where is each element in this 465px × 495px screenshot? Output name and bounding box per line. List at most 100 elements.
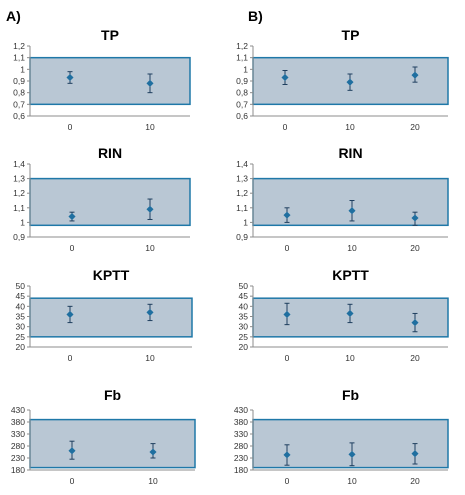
y-tick-label-a-kptt: 45: [16, 291, 26, 301]
data-point-b-kptt: [411, 319, 419, 327]
chart-title-b-rin: RIN: [338, 145, 362, 161]
data-point-b-kptt: [346, 309, 354, 317]
y-tick-label-b-fb: 280: [234, 441, 248, 451]
data-point-a-rin: [68, 213, 76, 221]
x-tick-label-a-rin: 10: [145, 243, 155, 253]
y-tick-label-b-kptt: 40: [239, 301, 249, 311]
data-point-b-fb: [283, 451, 291, 459]
data-point-b-tp: [346, 78, 354, 86]
y-tick-label-b-rin: 1: [243, 217, 248, 227]
y-tick-label-b-kptt: 50: [239, 281, 249, 291]
data-point-b-rin: [283, 211, 291, 219]
x-tick-label-b-fb: 20: [410, 476, 420, 486]
y-tick-label-b-kptt: 30: [239, 322, 249, 332]
chart-title-b-tp: TP: [342, 27, 360, 43]
y-tick-label-b-rin: 1,1: [236, 203, 248, 213]
y-tick-label-b-fb: 180: [234, 465, 248, 475]
x-tick-label-a-fb: 0: [70, 476, 75, 486]
y-tick-label-a-kptt: 30: [16, 322, 26, 332]
y-tick-label-a-tp: 0,6: [13, 111, 25, 121]
x-tick-label-a-kptt: 10: [145, 353, 155, 363]
x-tick-label-b-kptt: 0: [285, 353, 290, 363]
y-tick-label-b-rin: 1,3: [236, 174, 248, 184]
data-point-a-tp: [66, 73, 74, 82]
y-tick-label-a-tp: 1: [20, 64, 25, 74]
y-tick-label-a-tp: 0,8: [13, 88, 25, 98]
reference-band-a-rin: [29, 177, 191, 227]
y-tick-label-a-kptt: 50: [16, 281, 26, 291]
x-tick-label-b-kptt: 20: [410, 353, 420, 363]
y-tick-label-b-kptt: 35: [239, 312, 249, 322]
x-tick-label-a-fb: 10: [148, 476, 158, 486]
chart-title-a-tp: TP: [101, 27, 119, 43]
y-tick-label-b-fb: 430: [234, 405, 248, 415]
data-point-a-rin: [146, 205, 154, 213]
x-tick-label-b-tp: 10: [345, 122, 355, 132]
data-point-a-kptt: [146, 308, 154, 316]
data-point-b-tp: [411, 71, 419, 79]
data-point-a-fb: [149, 448, 157, 456]
y-tick-label-b-rin: 1,4: [236, 159, 248, 169]
data-point-a-tp: [146, 79, 154, 87]
y-tick-label-b-kptt: 20: [239, 342, 249, 352]
y-tick-label-a-fb: 430: [11, 405, 25, 415]
y-tick-label-a-rin: 1,2: [13, 188, 25, 198]
y-tick-label-b-fb: 330: [234, 429, 248, 439]
x-tick-label-a-rin: 0: [70, 243, 75, 253]
panel-a-label: A): [6, 8, 21, 24]
y-tick-label-a-tp: 0,7: [13, 99, 25, 109]
chart-title-b-kptt: KPTT: [332, 267, 369, 283]
x-tick-label-b-kptt: 10: [345, 353, 355, 363]
reference-band-a-fb: [29, 418, 196, 469]
reference-band-a-kptt: [29, 297, 193, 338]
y-tick-label-b-rin: 1,2: [236, 188, 248, 198]
chart-title-a-kptt: KPTT: [93, 267, 130, 283]
y-tick-label-b-kptt: 25: [239, 332, 249, 342]
x-tick-label-a-tp: 10: [145, 122, 155, 132]
y-tick-label-a-fb: 180: [11, 465, 25, 475]
y-tick-label-b-tp: 1: [243, 64, 248, 74]
data-point-a-kptt: [66, 310, 74, 319]
y-tick-label-a-rin: 0,9: [13, 232, 25, 242]
y-tick-label-b-rin: 0,9: [236, 232, 248, 242]
x-tick-label-a-kptt: 0: [68, 353, 73, 363]
x-tick-label-b-tp: 20: [410, 122, 420, 132]
y-tick-label-a-rin: 1,1: [13, 203, 25, 213]
y-tick-label-b-fb: 380: [234, 417, 248, 427]
x-tick-label-b-fb: 10: [347, 476, 357, 486]
y-tick-label-a-kptt: 25: [16, 332, 26, 342]
panel-b-label: B): [248, 8, 263, 24]
y-tick-label-a-kptt: 35: [16, 312, 26, 322]
y-tick-label-b-tp: 0,8: [236, 88, 248, 98]
chart-title-b-fb: Fb: [342, 387, 359, 403]
data-point-a-fb: [68, 447, 76, 455]
chart-title-a-fb: Fb: [104, 387, 121, 403]
data-point-b-fb: [411, 450, 419, 458]
y-tick-label-b-tp: 1,2: [236, 41, 248, 51]
y-tick-label-a-rin: 1,4: [13, 159, 25, 169]
y-tick-label-a-kptt: 20: [16, 342, 26, 352]
reference-band-b-rin: [252, 177, 449, 227]
reference-band-b-fb: [252, 418, 449, 469]
data-point-b-rin: [411, 214, 419, 222]
y-tick-label-b-tp: 0,7: [236, 99, 248, 109]
y-tick-label-a-fb: 280: [11, 441, 25, 451]
data-point-b-rin: [348, 207, 356, 215]
x-tick-label-b-rin: 20: [410, 243, 420, 253]
y-tick-label-a-rin: 1,3: [13, 174, 25, 184]
y-tick-label-a-tp: 1,1: [13, 53, 25, 63]
y-tick-label-b-tp: 1,1: [236, 53, 248, 63]
y-tick-label-a-rin: 1: [20, 217, 25, 227]
data-point-b-kptt: [283, 310, 291, 319]
y-tick-label-a-fb: 230: [11, 453, 25, 463]
data-point-b-fb: [348, 450, 356, 458]
chart-title-a-rin: RIN: [98, 145, 122, 161]
x-tick-label-a-tp: 0: [68, 122, 73, 132]
x-tick-label-b-tp: 0: [283, 122, 288, 132]
y-tick-label-a-kptt: 40: [16, 301, 26, 311]
data-point-b-tp: [281, 73, 289, 82]
y-tick-label-b-tp: 0,9: [236, 76, 248, 86]
x-tick-label-b-rin: 0: [285, 243, 290, 253]
y-tick-label-b-kptt: 45: [239, 291, 249, 301]
